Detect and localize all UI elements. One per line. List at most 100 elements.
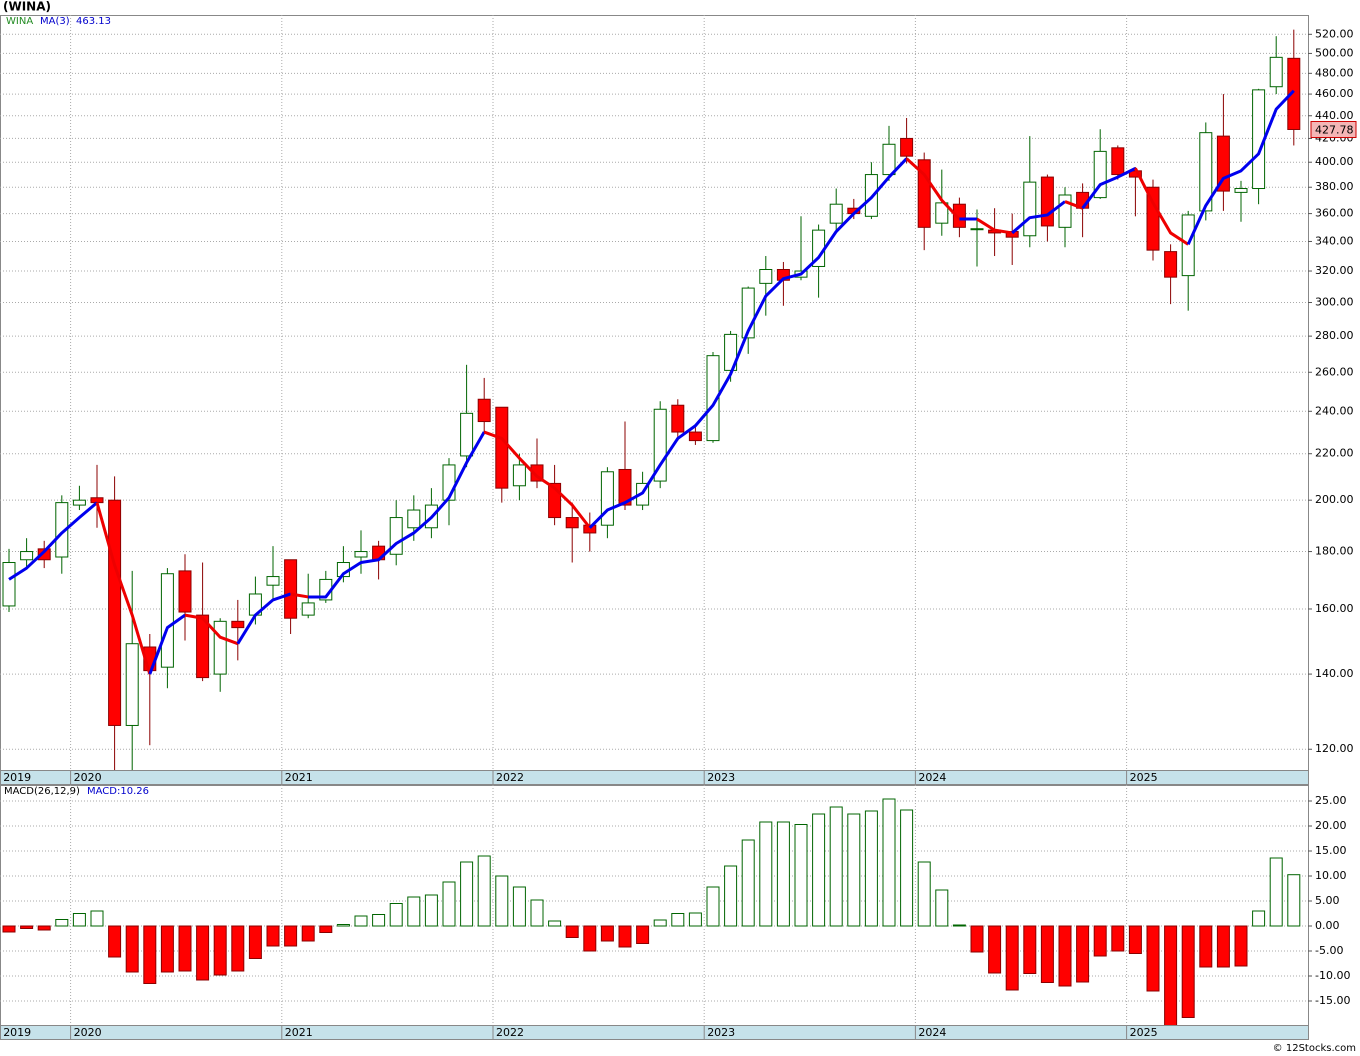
x-tick-label: 2023 bbox=[707, 1026, 735, 1039]
macd-bar bbox=[495, 875, 509, 927]
legend-symbol: WINA bbox=[6, 16, 33, 27]
macd-bar bbox=[301, 925, 315, 942]
macd-bar bbox=[776, 821, 790, 927]
x-tick-label: 2020 bbox=[74, 771, 102, 784]
y-tick-label: 120.00 bbox=[1315, 742, 1354, 755]
candle-body bbox=[2, 562, 16, 607]
candle-body bbox=[72, 499, 86, 506]
y-tick-label: 200.00 bbox=[1315, 493, 1354, 506]
y-tick-label: 500.00 bbox=[1315, 46, 1354, 59]
ma-line bbox=[1081, 167, 1137, 210]
candle-body bbox=[407, 509, 421, 529]
candle-body bbox=[1199, 132, 1213, 212]
y-tick-label: 20.00 bbox=[1315, 819, 1347, 832]
macd-bar bbox=[424, 894, 438, 927]
y-tick-label: 140.00 bbox=[1315, 667, 1354, 680]
candle-body bbox=[55, 502, 69, 558]
footer: © 12Stocks.com bbox=[1273, 1043, 1356, 1054]
candle-body bbox=[495, 406, 509, 489]
macd-bar bbox=[1216, 925, 1230, 968]
candle-body bbox=[1287, 57, 1301, 130]
macd-bar bbox=[741, 839, 755, 927]
ma-line bbox=[1011, 200, 1066, 235]
ma-line bbox=[905, 157, 961, 221]
macd-bar bbox=[213, 925, 227, 976]
macd-bar bbox=[231, 925, 245, 972]
macd-bar bbox=[706, 886, 720, 927]
ma-line bbox=[236, 592, 292, 645]
macd-bar bbox=[1005, 925, 1019, 991]
candle-body bbox=[900, 137, 914, 157]
candle-body bbox=[882, 143, 896, 176]
price-date-strip bbox=[0, 770, 1309, 785]
macd-bar bbox=[1023, 925, 1037, 974]
macd-bar bbox=[1234, 925, 1248, 967]
y-tick-label: 460.00 bbox=[1315, 87, 1354, 100]
candle-body bbox=[1023, 181, 1037, 237]
macd-plot bbox=[0, 785, 1308, 1025]
y-tick-label: 400.00 bbox=[1315, 155, 1354, 168]
ma-line bbox=[1134, 167, 1190, 246]
macd-bar bbox=[565, 925, 579, 938]
macd-bar bbox=[336, 924, 350, 927]
candle-body bbox=[688, 431, 702, 442]
candle-body bbox=[108, 499, 122, 726]
macd-bar bbox=[759, 821, 773, 927]
candle-body bbox=[160, 573, 174, 668]
macd-bar bbox=[988, 925, 1002, 974]
x-tick-label: 2023 bbox=[707, 771, 735, 784]
candle-body bbox=[829, 203, 843, 224]
macd-bar bbox=[1252, 910, 1266, 927]
macd-bar bbox=[812, 813, 826, 927]
macd-bar bbox=[354, 915, 368, 927]
macd-bar bbox=[196, 925, 210, 981]
macd-bar bbox=[512, 886, 526, 927]
macd-bar bbox=[917, 861, 931, 927]
candle-body bbox=[1058, 194, 1072, 228]
macd-bar bbox=[653, 919, 667, 927]
candle-body bbox=[1093, 150, 1107, 199]
macd-bar bbox=[2, 925, 16, 933]
x-tick-label: 2019 bbox=[3, 1026, 31, 1039]
macd-bar bbox=[636, 925, 650, 944]
ma-line bbox=[95, 502, 152, 675]
y-tick-label: 380.00 bbox=[1315, 180, 1354, 193]
ma-line bbox=[184, 613, 239, 646]
macd-bar bbox=[1040, 925, 1054, 983]
y-tick-label: 320.00 bbox=[1315, 264, 1354, 277]
y-tick-label: 25.00 bbox=[1315, 794, 1347, 807]
y-tick-label: 15.00 bbox=[1315, 844, 1347, 857]
price-plot bbox=[0, 15, 1308, 770]
macd-bar bbox=[864, 810, 878, 927]
macd-bar bbox=[1287, 874, 1301, 927]
y-tick-label: 520.00 bbox=[1315, 27, 1354, 40]
candle-body bbox=[1111, 147, 1125, 176]
macd-date-strip bbox=[0, 1025, 1309, 1040]
macd-bar bbox=[143, 925, 157, 984]
macd-bar bbox=[724, 865, 738, 927]
candle-body bbox=[354, 551, 368, 558]
candle-body bbox=[231, 620, 245, 629]
x-tick-label: 2022 bbox=[496, 1026, 524, 1039]
chart-title: (WINA) bbox=[3, 0, 51, 14]
y-tick-label: -15.00 bbox=[1315, 994, 1350, 1007]
macd-bar bbox=[794, 824, 808, 927]
y-tick-label: 160.00 bbox=[1315, 602, 1354, 615]
macd-bar bbox=[1181, 925, 1195, 1018]
candle-body bbox=[460, 412, 474, 457]
x-tick-label: 2021 bbox=[285, 1026, 313, 1039]
candle-body bbox=[583, 524, 597, 534]
candle-body bbox=[37, 548, 51, 561]
ma-line bbox=[588, 157, 908, 529]
candle-body bbox=[1269, 56, 1283, 88]
labels: 120.00 140.00 160.00 180.00 200.00 220.00 240.… bbox=[3, 27, 1357, 1039]
candle-body bbox=[477, 398, 491, 423]
macd-bar bbox=[178, 925, 192, 972]
candle-body bbox=[266, 576, 280, 586]
candle-body bbox=[952, 203, 966, 228]
candle-body bbox=[1234, 188, 1248, 193]
candle-body bbox=[178, 570, 192, 613]
candle-body bbox=[671, 404, 685, 433]
y-tick-label: 5.00 bbox=[1315, 894, 1340, 907]
macd-bar bbox=[1093, 925, 1107, 957]
